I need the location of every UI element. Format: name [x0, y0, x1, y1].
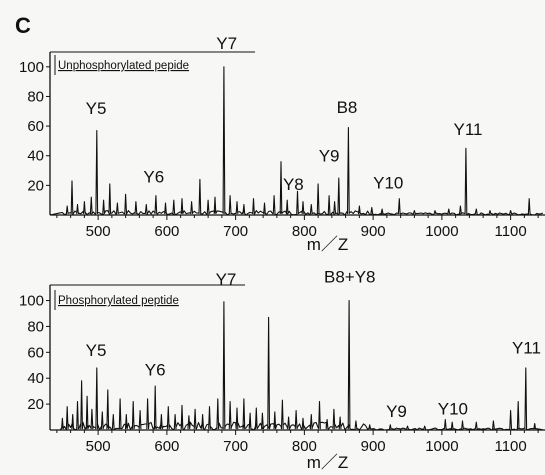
- peak-annotation: Y10: [373, 173, 403, 192]
- panel-letter: C: [15, 13, 31, 38]
- x-tick-label: 700: [223, 223, 248, 240]
- y-tick-label: 40: [27, 370, 44, 387]
- x-tick-label: 600: [154, 438, 179, 455]
- peak-annotation: Y8: [283, 175, 304, 194]
- spectrum-trace: [49, 299, 544, 431]
- peak-annotation: Y9: [319, 147, 340, 166]
- peak-annotation: Y11: [512, 339, 541, 358]
- x-tick-label: 700: [223, 438, 248, 455]
- y-tick-label: 100: [19, 59, 44, 76]
- spectrum-trace: [49, 66, 544, 216]
- x-tick-label: 1100: [494, 223, 526, 240]
- bottom-spectrum-panel: 20 40 60 80 100 500 600 700 800 900 1000 1100 Phosph…: [19, 267, 545, 472]
- peak-annotation: B8: [337, 98, 358, 117]
- peak-annotation: Y7: [216, 270, 237, 289]
- x-axis-label: m／Z: [307, 235, 349, 254]
- y-tick-label: 40: [27, 148, 44, 165]
- peak-annotation: Y6: [143, 167, 164, 186]
- y-tick-label: 60: [27, 344, 44, 361]
- y-tick-label: 80: [27, 318, 44, 335]
- y-tick-label: 20: [27, 177, 44, 194]
- legend-label: Phosphorylated peptide: [58, 295, 179, 307]
- top-spectrum-panel: 20 40 60 80 100 500 600 700 800 900 1000 1100 Unphos…: [19, 34, 545, 254]
- x-tick-label: 1100: [494, 438, 526, 455]
- x-tick-label: 1000: [425, 223, 458, 240]
- x-tick-label: 600: [154, 223, 179, 240]
- x-tick-label: 800: [292, 438, 317, 455]
- peak-annotation: Y5: [86, 99, 107, 118]
- peak-annotation: Y10: [438, 399, 468, 418]
- peak-annotation: Y6: [145, 361, 166, 380]
- peak-annotation: Y11: [454, 120, 483, 139]
- x-tick-label: 900: [361, 438, 386, 455]
- peak-annotation: B8+Y8: [324, 267, 376, 286]
- x-tick-label: 500: [86, 438, 111, 455]
- y-tick-label: 20: [27, 396, 44, 413]
- peak-annotation: Y5: [86, 341, 107, 360]
- legend-label: Unphosphorylated pepide: [58, 60, 189, 72]
- peak-annotation: Y7: [216, 34, 237, 53]
- x-tick-label: 500: [86, 223, 111, 240]
- y-tick-label: 100: [19, 293, 44, 310]
- x-tick-label: 1000: [425, 438, 458, 455]
- peak-annotation: Y9: [386, 402, 407, 421]
- x-axis-label: m／Z: [307, 453, 349, 472]
- x-tick-label: 900: [361, 223, 386, 240]
- x-tick-label: 800: [292, 223, 317, 240]
- y-tick-label: 80: [27, 88, 44, 105]
- y-tick-label: 60: [27, 118, 44, 135]
